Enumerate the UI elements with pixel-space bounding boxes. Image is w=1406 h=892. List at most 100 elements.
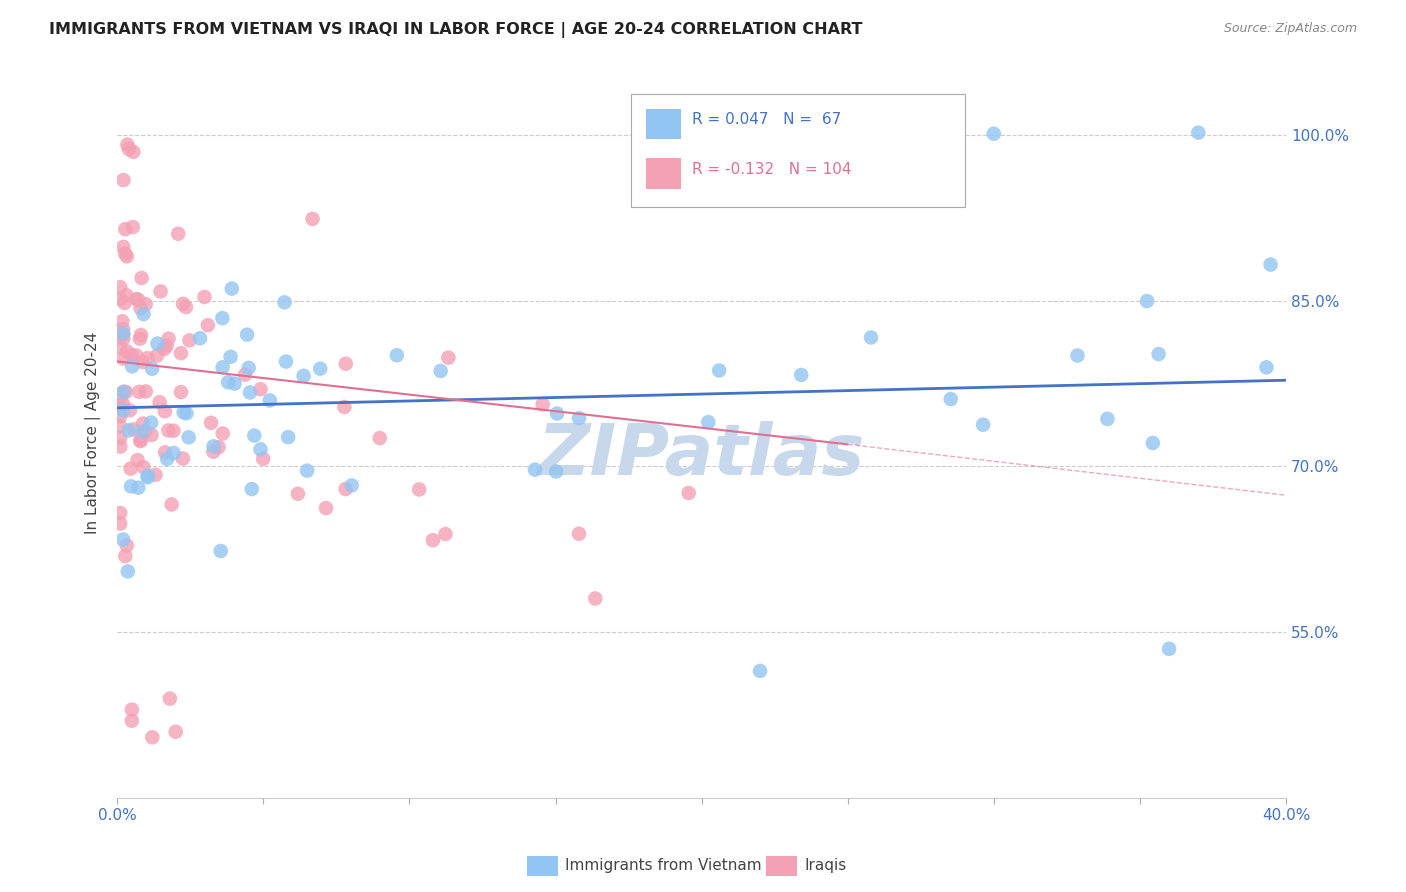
Point xyxy=(1142,436,1164,450)
Point xyxy=(273,295,295,310)
Point xyxy=(108,280,131,294)
Point xyxy=(707,363,730,377)
Point xyxy=(546,465,568,479)
Point xyxy=(162,424,184,438)
Point xyxy=(122,422,145,436)
Point xyxy=(249,442,271,457)
Point xyxy=(153,404,176,418)
Point xyxy=(115,249,138,263)
Text: ZIPatlas: ZIPatlas xyxy=(538,421,865,490)
Point xyxy=(160,498,183,512)
Point xyxy=(159,691,181,706)
Point xyxy=(112,351,135,366)
Point xyxy=(162,446,184,460)
Point xyxy=(108,431,131,445)
Point xyxy=(217,375,239,389)
Point xyxy=(238,360,260,375)
Point xyxy=(301,211,323,226)
Point xyxy=(121,219,143,234)
Point xyxy=(287,487,309,501)
Text: IMMIGRANTS FROM VIETNAM VS IRAQI IN LABOR FORCE | AGE 20-24 CORRELATION CHART: IMMIGRANTS FROM VIETNAM VS IRAQI IN LABO… xyxy=(49,22,863,38)
Point xyxy=(429,364,451,378)
Point xyxy=(141,416,163,430)
Text: R = -0.132   N = 104: R = -0.132 N = 104 xyxy=(692,162,852,177)
Point xyxy=(1159,641,1181,656)
Point xyxy=(132,307,155,321)
Point xyxy=(118,142,141,156)
Point xyxy=(135,297,157,311)
Point xyxy=(111,314,134,328)
Point xyxy=(146,336,169,351)
Point xyxy=(131,425,153,439)
Point xyxy=(239,385,262,400)
Point xyxy=(153,445,176,459)
Point xyxy=(335,357,357,371)
Point xyxy=(274,354,297,368)
Point xyxy=(252,451,274,466)
Point xyxy=(108,506,131,520)
Point xyxy=(141,428,163,442)
Point xyxy=(112,533,135,547)
Point xyxy=(120,479,142,493)
Text: Immigrants from Vietnam: Immigrants from Vietnam xyxy=(565,858,762,872)
Point xyxy=(211,360,233,375)
Point xyxy=(678,486,700,500)
Point xyxy=(135,384,157,399)
Point xyxy=(568,411,591,425)
Point xyxy=(531,397,554,411)
Point xyxy=(236,327,259,342)
Point xyxy=(118,403,141,417)
Point xyxy=(167,227,190,241)
Point xyxy=(117,137,139,152)
Point xyxy=(1097,412,1119,426)
Point xyxy=(568,526,591,541)
Point xyxy=(108,292,131,306)
Point xyxy=(132,355,155,369)
Point xyxy=(115,344,138,359)
Point xyxy=(108,390,131,404)
Point xyxy=(156,338,179,352)
Point xyxy=(121,703,143,717)
Point xyxy=(128,384,150,399)
Point xyxy=(859,330,882,344)
Point xyxy=(115,539,138,553)
Point xyxy=(127,293,149,307)
Point xyxy=(108,340,131,354)
Point xyxy=(127,481,149,495)
Point xyxy=(1066,349,1088,363)
Point xyxy=(1136,293,1159,308)
Point xyxy=(112,326,135,341)
Point xyxy=(112,240,135,254)
Point xyxy=(149,395,172,409)
Point xyxy=(108,409,131,424)
Y-axis label: In Labor Force | Age 20-24: In Labor Force | Age 20-24 xyxy=(86,332,101,534)
Point xyxy=(114,549,136,563)
Point xyxy=(385,348,408,362)
Bar xyxy=(645,158,681,189)
Point xyxy=(333,400,356,414)
Point xyxy=(129,328,152,343)
Point xyxy=(697,415,720,429)
Point xyxy=(110,440,132,454)
Point xyxy=(108,516,131,531)
Point xyxy=(145,467,167,482)
Point xyxy=(115,384,138,399)
Point xyxy=(179,334,201,348)
Point xyxy=(170,385,193,400)
Point xyxy=(340,478,363,492)
Point xyxy=(749,664,772,678)
Point xyxy=(112,327,135,342)
Point xyxy=(125,348,148,362)
Point xyxy=(115,288,138,302)
Point xyxy=(127,453,149,467)
Point xyxy=(523,463,546,477)
Text: Iraqis: Iraqis xyxy=(804,858,846,872)
Text: R = 0.047   N =  67: R = 0.047 N = 67 xyxy=(692,112,842,128)
Point xyxy=(209,544,232,558)
Point xyxy=(292,368,315,383)
Point xyxy=(111,397,134,411)
Point xyxy=(211,426,233,441)
Bar xyxy=(645,109,681,139)
Point xyxy=(165,724,187,739)
Point xyxy=(131,271,153,285)
